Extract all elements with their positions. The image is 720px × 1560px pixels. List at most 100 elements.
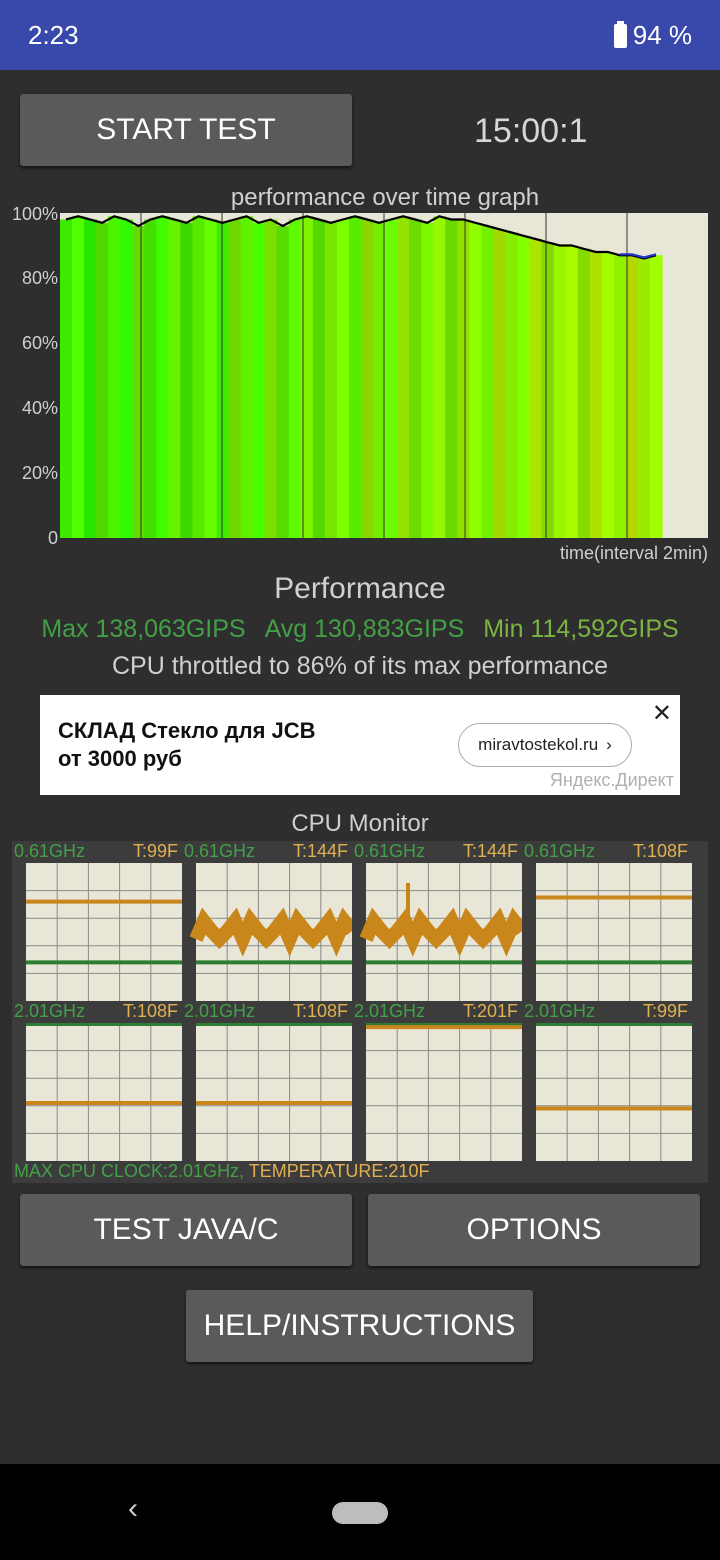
back-icon[interactable]: ‹ [128,1492,138,1525]
cpu-core-header: 2.01GHz T:108F [12,1001,182,1023]
graph-bar [108,216,121,538]
cpu-core-4: 2.01GHz T:108F [12,1001,182,1161]
cpu-core-graph [536,1023,692,1161]
cpu-core-temperature: T:144F [292,841,348,861]
performance-stats: Max 138,063GIPS Avg 130,883GIPS Min 114,… [0,615,720,644]
test-java-c-button[interactable]: TEST JAVA/C [20,1194,352,1266]
cpu-core-3: 0.61GHz T:108F [522,841,692,1001]
graph-bar [409,219,422,538]
cpu-core-header: 0.61GHz T:144F [182,841,352,863]
graph-bar [324,222,338,538]
cpu-temperature-line [359,907,522,957]
graph-bar [276,226,290,538]
cpu-core-temperature: T:144F [462,841,518,861]
cpu-core-graph [189,863,352,1001]
throttle-text: CPU throttled to 86% of its max performa… [111,652,609,680]
ad-source: Яндекс.Директ [549,770,674,790]
max-gips: Max 138,063GIPS [41,615,246,643]
ad-banner[interactable]: СКЛАД Стекло для JCB от 3000 руб miravto… [40,695,680,795]
cpu-monitor-panel: 0.61GHz T:99F 0.61GHz T:144F 0.61GHz T:144F 0.… [12,841,708,1183]
graph-bar [601,252,615,538]
graph-bar [252,222,266,538]
options-button[interactable]: OPTIONS [368,1194,700,1266]
graph-bar [348,216,362,538]
cpu-core-header: 2.01GHz T:201F [352,1001,522,1023]
graph-bar [84,219,97,538]
cpu-core-graph [536,863,692,1001]
graph-bar [577,248,591,538]
help-instructions-button[interactable]: HELP/INSTRUCTIONS [186,1290,533,1362]
cpu-core-temperature: T:108F [122,1001,178,1021]
cpu-core-temperature: T:99F [642,1001,688,1021]
graph-bar [72,216,85,538]
cpu-core-0: 0.61GHz T:99F [12,841,182,1001]
graph-bar [445,219,458,538]
graph-bar [385,219,398,538]
battery-icon [613,20,627,48]
min-gips: Min 114,592GIPS [483,615,679,643]
cpu-core-5: 2.01GHz T:108F [182,1001,352,1161]
battery-level: 94 % [632,20,692,50]
cpu-core-graph [26,1023,182,1161]
ad-line-2: от 3000 руб [58,746,182,771]
start-test-button[interactable]: START TEST [20,94,352,166]
graph-bar [433,216,446,538]
cpu-core-temperature: T:108F [632,841,688,861]
graph-bar [120,219,133,538]
close-icon[interactable]: ✕ [651,700,672,727]
graph-bar [421,222,434,538]
graph-bar [240,216,254,538]
graph-bar [529,239,543,538]
graph-bar [397,216,410,538]
graph-bar [288,219,302,538]
cpu-core-header: 2.01GHz T:99F [522,1001,692,1023]
cpu-core-2: 0.61GHz T:144F [352,841,522,1001]
graph-bar [625,255,639,538]
cpu-core-temperature: T:99F [132,841,178,861]
cpu-core-temperature: T:108F [292,1001,348,1021]
graph-bar [156,216,169,538]
cpu-core-graph [26,863,182,1001]
graph-bar [312,219,326,538]
max-cpu-clock: MAX CPU CLOCK:2.01GHz, [14,1161,245,1181]
graph-bars [60,216,663,538]
graph-bar [361,219,374,538]
graph-bar [228,219,242,538]
graph-bar [204,219,218,538]
cpu-core-graph [196,1023,352,1161]
cpu-core-6: 2.01GHz T:201F [352,1001,522,1161]
graph-gridlines [140,213,628,538]
performance-line-recent [619,253,657,259]
cpu-core-graph [366,1023,522,1161]
graph-bar [517,235,531,538]
graph-bar [132,226,145,538]
cpu-core-header: 0.61GHz T:144F [352,841,522,863]
graph-bar [60,219,73,538]
graph-bar [589,252,603,538]
y-tick-60: 60% [22,333,58,353]
ad-text: СКЛАД Стекло для JCB от 3000 руб [58,717,316,773]
cpu-temperature-line [189,907,352,957]
cpu-core-frequency: 0.61GHz [14,841,86,861]
cpu-core-frequency: 2.01GHz [184,1001,256,1021]
home-icon[interactable] [332,1502,388,1524]
graph-bar [264,219,278,538]
graph-bar [144,219,157,538]
cpu-core-frequency: 0.61GHz [524,841,596,861]
ad-line-1: СКЛАД Стекло для JCB [58,718,316,743]
ad-link-button[interactable]: miravtostekol.ru › [458,723,632,767]
graph-bar [96,222,109,538]
graph-bar [493,229,507,538]
cpu-core-frequency: 2.01GHz [524,1001,596,1021]
graph-bar [649,255,663,538]
cpu-monitor-footer: MAX CPU CLOCK:2.01GHz, TEMPERATURE:210F [14,1161,429,1182]
graph-bar [336,219,350,538]
graph-bar [192,216,206,538]
performance-graph: 100% 80% 60% 40% 20% 0 time(interval 2mi… [12,204,708,563]
performance-line [65,215,657,260]
y-tick-80: 80% [22,268,58,288]
battery-status: 94 % [613,20,692,51]
status-bar: 2:23 94 % [0,0,720,70]
cpu-core-frequency: 2.01GHz [14,1001,86,1021]
avg-gips: Avg 130,883GIPS [264,615,465,643]
